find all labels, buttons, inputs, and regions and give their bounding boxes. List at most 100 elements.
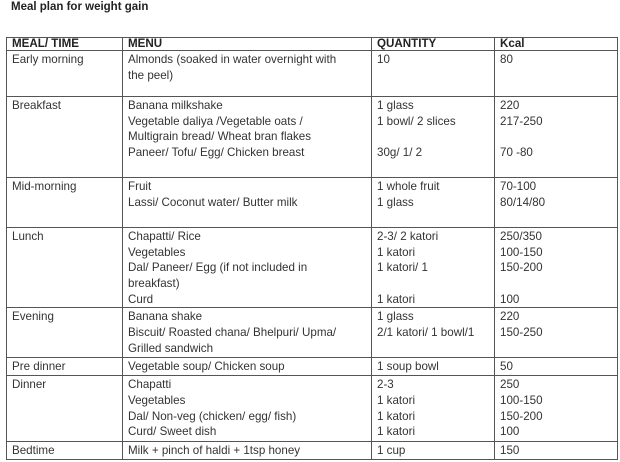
kcal-cell-line: 217-250 — [500, 114, 543, 128]
menu-cell-line: Multigrain bread/ Wheat bran flakes — [128, 130, 312, 144]
menu-cell-line: Biscuit/ Roasted chana/ Bhelpuri/ Upma/ — [128, 326, 337, 340]
kcal-cell-line: 70-100 — [500, 180, 537, 193]
menu-cell: Milk + pinch of haldi + 1tsp honey — [122, 441, 372, 460]
kcal-cell: 70-100 80/14/80 — [494, 177, 618, 228]
quantity-cell: 1 glass 1 bowl/ 2 slices 30g/ 1/ 2 — [371, 96, 495, 178]
quantity-cell-line: 1 glass — [377, 310, 414, 324]
menu-cell-line: Vegetable soup/ Chicken soup — [128, 360, 285, 374]
kcal-cell-line: 150-250 — [500, 326, 543, 340]
menu-cell-line: Paneer/ Tofu/ Egg/ Chicken breast — [128, 146, 305, 160]
meal-plan-table: MEAL/ TIME MENU QUANTITY Kcal Early morn… — [6, 37, 618, 460]
kcal-cell-line: 220 — [500, 99, 520, 112]
kcal-cell-line: 150 — [500, 444, 520, 458]
menu-cell: Almonds (soaked in water overnight with t… — [122, 50, 372, 97]
quantity-cell: 1 glass 2/1 katori/ 1 bowl/1 — [371, 307, 495, 359]
kcal-cell-line: 100-150 — [500, 245, 543, 259]
meal-cell: Mid-morning — [6, 177, 123, 228]
quantity-cell-line: 1 katori — [377, 393, 416, 407]
menu-cell-line: Chapatti/ Rice — [128, 230, 201, 243]
kcal-cell-line: 150-200 — [500, 261, 543, 275]
menu-cell-line: Vegetables — [128, 393, 186, 407]
header-quantity: QUANTITY — [371, 37, 495, 51]
header-row: MEAL/ TIME MENU QUANTITY Kcal — [6, 37, 618, 51]
quantity-cell: 10 — [371, 50, 495, 97]
menu-cell-line: Grilled sandwich — [128, 341, 214, 355]
menu-cell-line: Milk + pinch of haldi + 1tsp honey — [128, 444, 301, 458]
quantity-cell-line: 10 — [377, 53, 390, 66]
page-title: Meal plan for weight gain — [11, 1, 149, 13]
quantity-cell: 1 whole fruit 1 glass — [371, 177, 495, 228]
quantity-cell: 1 cup — [371, 441, 495, 460]
kcal-cell-line: 80 — [500, 53, 513, 66]
quantity-cell: 1 soup bowl — [371, 357, 495, 377]
table-row: Pre dinner Vegetable soup/ Chicken soup 1 … — [6, 357, 618, 377]
header-menu: MENU — [122, 37, 372, 51]
quantity-cell-line: 1 katori — [377, 245, 416, 259]
kcal-cell: 250/350 100-150 150-200 100 — [494, 226, 618, 309]
meal-cell: Dinner — [6, 375, 123, 443]
quantity-cell: 2-3 1 katori 1 katori 1 katori — [371, 375, 495, 443]
menu-cell-line: Curd/ Sweet dish — [128, 425, 217, 439]
meal-cell: Lunch — [6, 226, 123, 309]
kcal-cell-line: 220 — [500, 310, 520, 324]
menu-cell: Vegetable soup/ Chicken soup — [122, 357, 372, 377]
kcal-cell: 220 217-250 70 -80 — [494, 96, 618, 178]
table-row: Lunch Chapatti/ Rice Vegetables Dal/ Paneer… — [6, 226, 618, 309]
menu-cell-line: Dal/ Paneer/ Egg (if not included in — [128, 261, 308, 275]
kcal-cell-line: 250 — [500, 378, 520, 392]
kcal-cell-line: 100-150 — [500, 393, 543, 407]
quantity-cell-line: 1 katori — [377, 409, 416, 423]
meal-cell: Bedtime — [6, 441, 123, 460]
kcal-cell-line: 100 — [500, 425, 520, 439]
kcal-cell: 80 — [494, 50, 618, 97]
kcal-cell: 250 100-150 150-200 100 — [494, 375, 618, 443]
quantity-cell-line: 1 bowl/ 2 slices — [377, 114, 456, 128]
menu-cell: Banana shake Biscuit/ Roasted chana/ Bhel… — [122, 307, 372, 359]
menu-cell-line: Vegetable daliya /Vegetable oats / — [128, 114, 303, 128]
kcal-cell: 220 150-250 — [494, 307, 618, 359]
table-row: Evening Banana shake Biscuit/ Roasted chan… — [6, 307, 618, 359]
menu-cell: Chapatti Vegetables Dal/ Non-veg (chicken/… — [122, 375, 372, 443]
quantity-cell-line: 2-3/ 2 katori — [377, 230, 439, 243]
menu-cell-line: Vegetables — [128, 245, 186, 259]
quantity-cell-line: 1 katori/ 1 — [377, 261, 428, 275]
menu-cell-line: Chapatti — [128, 378, 172, 392]
kcal-cell: 150 — [494, 441, 618, 460]
menu-cell-line: breakfast) — [128, 277, 180, 291]
menu-cell-line: Banana shake — [128, 310, 203, 324]
quantity-cell-line: 1 glass — [377, 99, 414, 112]
menu-cell-line: Almonds (soaked in water overnight with — [128, 53, 337, 66]
table-row: Early morning Almonds (soaked in water ov… — [6, 50, 618, 97]
header-kcal: Kcal — [494, 37, 618, 51]
quantity-cell-line — [377, 276, 490, 292]
menu-cell-line: Curd — [128, 292, 154, 306]
menu-cell: Fruit Lassi/ Coconut water/ Butter milk — [122, 177, 372, 228]
menu-cell-line: Fruit — [128, 180, 152, 193]
quantity-cell-line: 1 soup bowl — [377, 360, 439, 374]
kcal-cell-line: 150-200 — [500, 409, 543, 423]
kcal-cell-line — [500, 276, 613, 292]
menu-cell: Banana milkshake Vegetable daliya /Vegeta… — [122, 96, 372, 178]
quantity-cell-line: 30g/ 1/ 2 — [377, 146, 423, 160]
quantity-cell-line: 1 glass — [377, 195, 414, 209]
kcal-cell-line: 250/350 — [500, 230, 542, 243]
meal-cell: Pre dinner — [6, 357, 123, 377]
meal-cell: Early morning — [6, 50, 123, 97]
quantity-cell-line: 2-3 — [377, 378, 394, 392]
kcal-cell-line: 70 -80 — [500, 146, 533, 160]
meal-cell: Breakfast — [6, 96, 123, 178]
quantity-cell-line: 2/1 katori/ 1 bowl/1 — [377, 326, 475, 340]
quantity-cell-line: 1 katori — [377, 425, 416, 439]
meal-cell: Evening — [6, 307, 123, 359]
table-row: Mid-morning Fruit Lassi/ Coconut water/ Bu… — [6, 177, 618, 228]
kcal-cell-line: 100 — [500, 292, 520, 306]
menu-cell-line: Banana milkshake — [128, 99, 223, 112]
kcal-cell-line — [500, 129, 613, 145]
quantity-cell-line: 1 whole fruit — [377, 180, 440, 193]
menu-cell-line: Lassi/ Coconut water/ Butter milk — [128, 195, 298, 209]
menu-cell-line: Dal/ Non-veg (chicken/ egg/ fish) — [128, 409, 297, 423]
header-meal-time: MEAL/ TIME — [6, 37, 123, 51]
table-row: Breakfast Banana milkshake Vegetable daliy… — [6, 96, 618, 178]
table-row: Dinner Chapatti Vegetables Dal/ Non-veg (ch… — [6, 375, 618, 443]
menu-cell-line: the peel) — [128, 68, 174, 82]
